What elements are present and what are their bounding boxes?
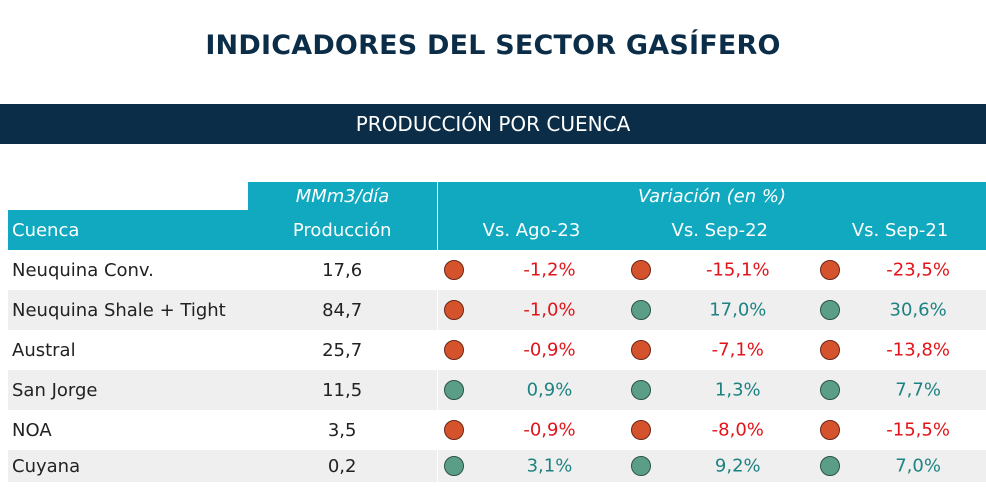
variation-value: -1,0% (523, 299, 576, 321)
section-banner: PRODUCCIÓN POR CUENCA (0, 104, 986, 144)
variation-value: 7,0% (895, 455, 941, 477)
variation-value: 0,9% (526, 379, 573, 401)
header-spacer (8, 182, 248, 210)
cell-variation: 3,1% (436, 450, 626, 482)
table-row: Austral 25,7 -0,9% -7,1% -13,8% (8, 330, 986, 370)
cell-cuenca: Austral (12, 339, 76, 361)
negative-indicator-icon (443, 300, 464, 320)
positive-indicator-icon (820, 380, 841, 400)
variation-value: -0,9% (523, 339, 576, 361)
header-vs-ago-23: Vs. Ago-23 (436, 210, 626, 250)
table-row: Neuquina Shale + Tight 84,7 -1,0% 17,0% 30,6… (8, 290, 986, 330)
table-row: San Jorge 11,5 0,9% 1,3% 7,7% (8, 370, 986, 410)
header-unit: MMm3/día (248, 182, 437, 210)
positive-indicator-icon (820, 456, 841, 476)
variation-value: -7,1% (711, 339, 764, 361)
variation-value: -13,8% (886, 339, 950, 361)
variation-value: 1,3% (714, 379, 761, 401)
negative-indicator-icon (820, 260, 841, 280)
variation-value: 9,2% (714, 455, 761, 477)
negative-indicator-icon (443, 260, 464, 280)
cell-variation: -13,8% (814, 330, 986, 370)
cell-cuenca: Neuquina Conv. (12, 259, 154, 281)
cell-variation: -15,5% (814, 410, 986, 450)
cell-produccion: 25,7 (322, 339, 363, 361)
variation-value: -0,9% (523, 419, 576, 441)
table-row: Neuquina Conv. 17,6 -1,2% -15,1% -23,5% (8, 250, 986, 290)
cell-variation: 30,6% (814, 290, 986, 330)
variation-value: -15,1% (705, 259, 770, 281)
table-row: NOA 3,5 -0,9% -8,0% -15,5% (8, 410, 986, 450)
cell-produccion: 11,5 (247, 370, 437, 410)
table-header-group-row: MMm3/día Variación (en %) (8, 182, 986, 210)
negative-indicator-icon (820, 420, 841, 440)
cell-variation: -15,1% (625, 250, 814, 290)
header-vs-sep-21: Vs. Sep-21 (814, 210, 986, 250)
cell-variation: -0,9% (436, 410, 626, 450)
cell-variation: 7,0% (814, 450, 986, 482)
positive-indicator-icon (631, 300, 652, 320)
negative-indicator-icon (443, 340, 464, 360)
cell-variation: -1,0% (436, 290, 626, 330)
variation-value: 3,1% (526, 455, 573, 477)
positive-indicator-icon (631, 456, 652, 476)
cell-produccion: 3,5 (327, 419, 357, 441)
cell-variation: -8,0% (625, 410, 814, 450)
table-row: Cuyana 0,2 3,1% 9,2% 7,0% (8, 450, 986, 482)
cell-variation: -23,5% (814, 250, 986, 290)
positive-indicator-icon (631, 380, 652, 400)
positive-indicator-icon (443, 456, 464, 476)
cell-variation: 1,3% (625, 370, 815, 410)
positive-indicator-icon (443, 380, 464, 400)
cell-variation: 17,0% (625, 290, 815, 330)
page-title: INDICADORES DEL SECTOR GASÍFERO (205, 30, 781, 61)
variation-value: -8,0% (711, 419, 764, 441)
cell-produccion: 0,2 (247, 450, 437, 482)
table-header-row: Cuenca Producción Vs. Ago-23 Vs. Sep-22 … (8, 210, 986, 250)
variation-value: 7,7% (895, 379, 941, 401)
cell-produccion: 17,6 (322, 259, 363, 281)
header-variation: Variación (en %) (437, 182, 986, 210)
variation-value: -15,5% (886, 419, 950, 441)
variation-value: 30,6% (889, 299, 947, 321)
header-cuenca: Cuenca (8, 210, 248, 250)
negative-indicator-icon (631, 340, 652, 360)
table-body: Neuquina Conv. 17,6 -1,2% -15,1% -23,5% Neuqu… (8, 250, 986, 482)
production-table: MMm3/día Variación (en %) Cuenca Producc… (8, 182, 986, 482)
header-produccion: Producción (247, 210, 437, 250)
cell-cuenca: Cuyana (8, 450, 248, 482)
cell-cuenca: NOA (12, 419, 52, 441)
positive-indicator-icon (820, 300, 841, 320)
variation-value: 17,0% (709, 299, 767, 321)
header-vs-sep-22: Vs. Sep-22 (625, 210, 815, 250)
negative-indicator-icon (631, 420, 652, 440)
variation-value: -1,2% (523, 259, 576, 281)
cell-variation: -1,2% (436, 250, 626, 290)
negative-indicator-icon (631, 260, 652, 280)
negative-indicator-icon (443, 420, 464, 440)
cell-produccion: 84,7 (247, 290, 437, 330)
cell-variation: 0,9% (436, 370, 626, 410)
cell-variation: 7,7% (814, 370, 986, 410)
cell-cuenca: San Jorge (8, 370, 248, 410)
cell-variation: -0,9% (436, 330, 626, 370)
variation-value: -23,5% (886, 259, 950, 281)
cell-variation: 9,2% (625, 450, 815, 482)
cell-cuenca: Neuquina Shale + Tight (8, 290, 248, 330)
negative-indicator-icon (820, 340, 841, 360)
cell-variation: -7,1% (625, 330, 814, 370)
